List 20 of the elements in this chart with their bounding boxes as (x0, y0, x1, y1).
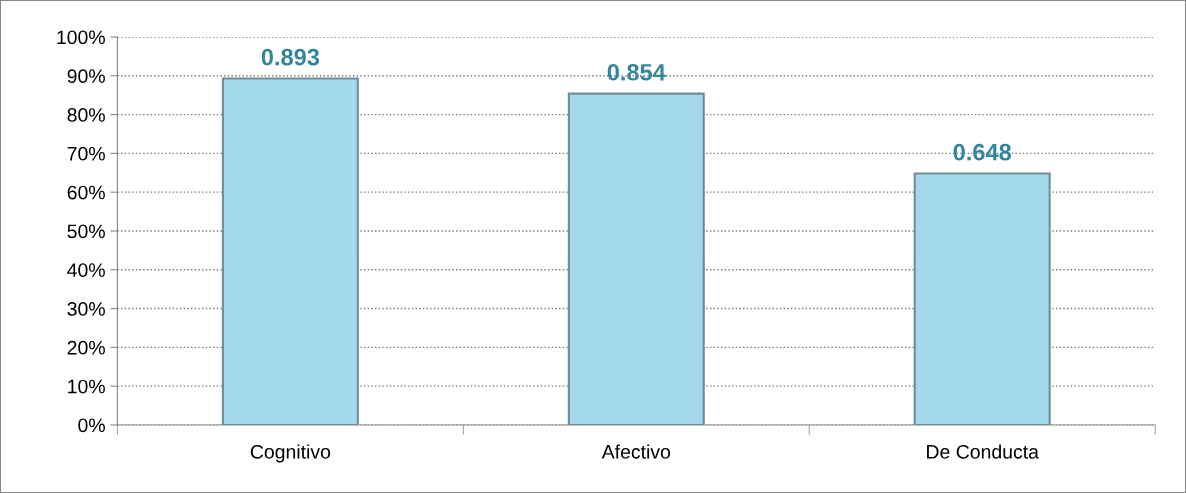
y-tick-label: 100% (57, 30, 105, 45)
y-tick-label: 30% (67, 302, 105, 316)
x-tick-label: Cognitivo (250, 444, 331, 463)
x-tick-label: Afectivo (601, 444, 671, 459)
bar (567, 92, 705, 425)
y-tick-label: 90% (67, 69, 105, 84)
y-tick-label: 60% (67, 185, 105, 200)
y-tick-label: 50% (67, 224, 105, 239)
y-tick-label: 40% (67, 263, 105, 278)
y-tick-label: 80% (67, 108, 105, 122)
data-label: 0.854 (607, 63, 666, 81)
x-tick-label: De Conducta (927, 444, 1039, 459)
data-label: 0.893 (261, 48, 320, 66)
data-label: 0.648 (953, 143, 1012, 161)
y-tick-label: 20% (67, 340, 105, 355)
bar (221, 77, 359, 425)
bar (913, 172, 1051, 425)
y-tick-label: 0% (78, 418, 105, 433)
y-tick-label: 70% (67, 146, 105, 161)
y-tick-label: 10% (68, 379, 105, 394)
